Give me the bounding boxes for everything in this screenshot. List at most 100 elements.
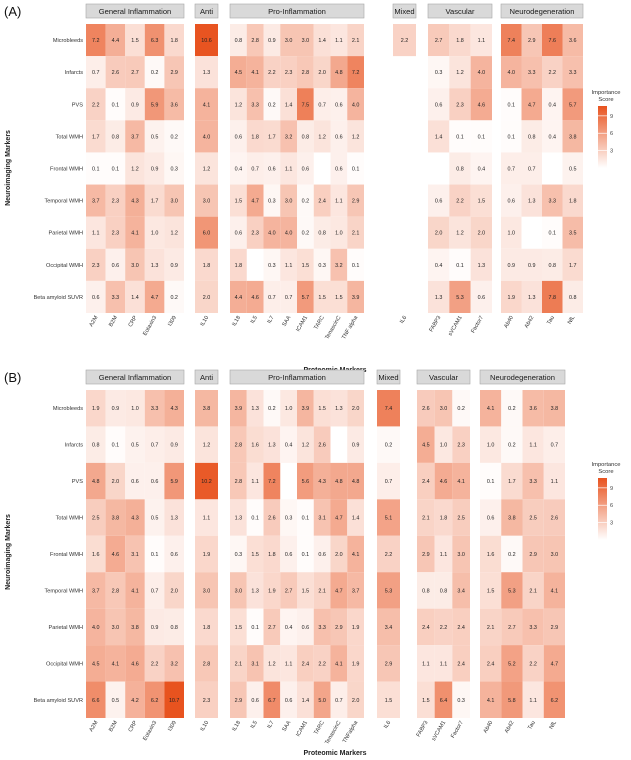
heatmap-cell xyxy=(246,645,264,682)
facet-strip xyxy=(427,3,493,19)
cell-value-label: 5.1 xyxy=(385,516,393,522)
heatmap-cell xyxy=(417,390,435,427)
cell-value-label: 6.4 xyxy=(440,698,448,704)
heatmap-cell xyxy=(521,24,542,57)
facet-strip-label: General Inflammation xyxy=(99,373,172,382)
heatmap-cell xyxy=(280,535,297,573)
facet-strip xyxy=(194,3,219,19)
cell-value-label: 2.3 xyxy=(456,102,464,108)
heatmap-cell xyxy=(297,681,314,718)
facet-strip-label: Mixed xyxy=(378,373,398,382)
column-label: FABP3 xyxy=(416,720,430,738)
heatmap-cell xyxy=(105,426,126,463)
heatmap-cell xyxy=(330,535,348,573)
heatmap-cell xyxy=(86,248,106,281)
heatmap-cell xyxy=(105,216,126,249)
heatmap-cell xyxy=(105,535,126,573)
heatmap-cell xyxy=(144,462,165,500)
column-label: IL7 xyxy=(267,315,276,325)
cell-value-label: 1.8 xyxy=(203,263,211,269)
heatmap-cell xyxy=(521,248,542,281)
cell-value-label: 4.2 xyxy=(131,698,139,704)
heatmap-cell xyxy=(280,426,297,463)
cell-value-label: 4.0 xyxy=(508,70,516,76)
cell-value-label: 0.6 xyxy=(335,167,343,173)
cell-value-label: 1.5 xyxy=(478,199,486,205)
heatmap-cell xyxy=(480,572,502,609)
heatmap-cell xyxy=(542,24,563,57)
column-label: I309 xyxy=(167,720,178,732)
cell-value-label: 0.9 xyxy=(352,443,360,449)
cell-value-label: 2.1 xyxy=(352,38,360,44)
facet-strip xyxy=(194,369,219,385)
row-label: Beta amyloid SUVR xyxy=(34,295,83,301)
heatmap-cell xyxy=(86,390,106,427)
cell-value-label: 2.9 xyxy=(529,552,537,558)
heatmap-cell xyxy=(377,535,400,573)
heatmap-cell xyxy=(230,681,247,718)
heatmap-cell xyxy=(330,24,348,57)
heatmap-cell xyxy=(521,280,542,313)
heatmap-cell xyxy=(417,426,435,463)
heatmap-panel-a: (A) Microbleeds Infarcts PVS Total WMH Fronta… xyxy=(4,3,621,374)
heatmap-cell xyxy=(501,645,523,682)
heatmap-cell xyxy=(330,390,348,427)
heatmap-cell xyxy=(230,24,247,57)
heatmap-cell xyxy=(501,499,523,536)
heatmap-cell xyxy=(542,120,563,153)
cell-value-label: 1.5 xyxy=(385,698,393,704)
heatmap-cell xyxy=(164,120,184,153)
cell-value-label: 2.9 xyxy=(352,199,360,205)
heatmap-cell xyxy=(428,280,450,313)
heatmap-cell xyxy=(86,184,106,217)
legend-tick-label: 3 xyxy=(610,521,613,527)
cell-value-label: 2.3 xyxy=(457,443,465,449)
heatmap-cell xyxy=(105,248,126,281)
heatmap-cell xyxy=(562,88,583,121)
column-label: ICAM1 xyxy=(295,720,309,738)
heatmap-cell xyxy=(522,645,544,682)
legend-title: Importance xyxy=(592,90,621,96)
cell-value-label: 1.4 xyxy=(318,38,326,44)
cell-value-label: 1.5 xyxy=(302,588,310,594)
cell-value-label: 0.7 xyxy=(151,588,159,594)
heatmap-cell xyxy=(230,462,247,500)
heatmap-cell xyxy=(562,216,583,249)
facet-strip-label: Anti xyxy=(200,7,213,16)
heatmap-cell xyxy=(230,426,247,463)
cell-value-label: 2.8 xyxy=(235,479,243,485)
cell-value-label: 1.4 xyxy=(302,698,310,704)
cell-value-label: 4.8 xyxy=(352,479,360,485)
heatmap-cell xyxy=(195,120,218,153)
heatmap-cell xyxy=(105,608,126,646)
cell-value-label: 2.2 xyxy=(318,661,326,667)
cell-value-label: 1.9 xyxy=(92,406,100,412)
cell-value-label: 1.3 xyxy=(151,263,159,269)
cell-value-label: 1.2 xyxy=(318,134,326,140)
cell-value-label: 1.1 xyxy=(335,38,343,44)
cell-value-label: 3.0 xyxy=(457,552,465,558)
cell-value-label: 6.6 xyxy=(92,698,100,704)
x-axis-title: Proteomic Markers xyxy=(303,750,366,757)
heatmap-cell xyxy=(195,248,218,281)
heatmap-cell xyxy=(195,56,218,89)
column-label: IL10 xyxy=(200,720,211,732)
heatmap-cell xyxy=(452,645,470,682)
heatmap-cell xyxy=(144,280,165,313)
heatmap-cell xyxy=(125,216,145,249)
heatmap-cell xyxy=(280,24,297,57)
row-label: Frontal WMH xyxy=(50,552,83,558)
heatmap-cell xyxy=(521,152,542,185)
heatmap-cell xyxy=(297,184,314,217)
heatmap-cell xyxy=(125,462,145,500)
cell-value-label: 0.2 xyxy=(385,443,393,449)
cell-value-label: 3.8 xyxy=(551,406,559,412)
heatmap-cell xyxy=(263,216,281,249)
cell-value-label: 5.9 xyxy=(170,479,178,485)
column-label: SAA xyxy=(282,720,293,733)
cell-value-label: 1.9 xyxy=(352,625,360,631)
cell-value-label: 1.6 xyxy=(487,552,495,558)
heatmap-cell xyxy=(246,152,264,185)
facet-strip-label: Vascular xyxy=(429,373,458,382)
